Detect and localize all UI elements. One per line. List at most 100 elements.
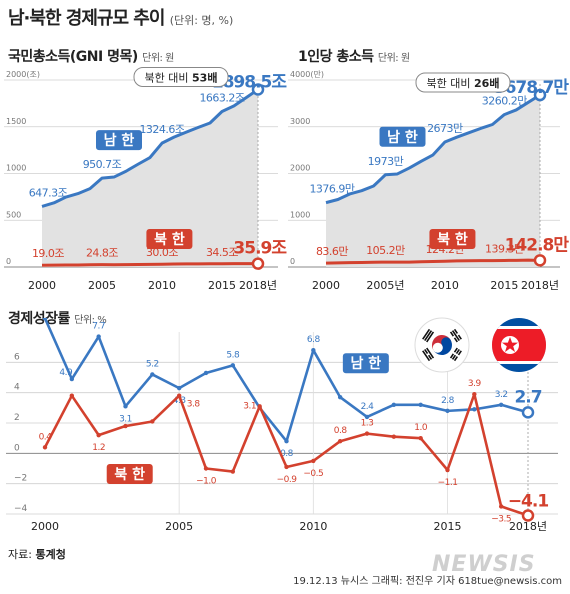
y-tick-label: 2000(조) (6, 70, 40, 79)
south-value-label: 2673만 (427, 122, 463, 135)
north-value-label: −4.1 (508, 492, 549, 512)
south-korea-legend-label-box (342, 353, 389, 374)
data-point (176, 393, 182, 398)
north-korea-legend-label-box (106, 463, 153, 484)
data-point (96, 334, 101, 339)
north-value-label: 1.2 (92, 443, 105, 453)
data-point (445, 467, 450, 473)
south-value-label: 3.2 (495, 390, 508, 400)
y-tick-label: 500 (6, 210, 21, 219)
callout-text: 북한 대비 26배 (427, 76, 500, 90)
south-value-label: 6.8 (307, 335, 321, 345)
end-point-marker (533, 254, 547, 267)
south-korea-line (325, 93, 541, 205)
callout-box (415, 72, 511, 93)
gni-unit: 단위: 원 (142, 53, 174, 64)
source-label: 자료: (8, 548, 32, 561)
north-value-label: 83.6만 (316, 245, 348, 258)
data-point (337, 439, 343, 444)
y-tick-label: 1500 (6, 117, 26, 126)
x-tick-label: 2005 (88, 279, 116, 292)
north-value-label: 30.0조 (146, 246, 178, 259)
north-value-label: −3.5 (491, 514, 511, 524)
x-tick-label: 2010 (299, 520, 327, 533)
data-point (203, 466, 209, 471)
data-point (230, 363, 236, 368)
data-point (203, 370, 209, 376)
south-value-label: 4.9 (59, 368, 73, 378)
growth-title-text: 경제성장률 (8, 311, 70, 327)
north-korea-legend-label-box (429, 229, 476, 249)
data-point (311, 348, 316, 353)
south-value-label: 5.8 (226, 350, 240, 360)
callout-box (133, 66, 229, 87)
area-fill (326, 95, 540, 267)
north-value-label: 3.8 (187, 400, 201, 410)
north-value-label: 24.8조 (86, 247, 118, 260)
area-fill (42, 89, 258, 267)
data-point (472, 391, 477, 397)
data-point (176, 385, 182, 391)
south-korea-legend-label: 남 한 (387, 129, 418, 146)
north-value-label: 139.3만 (485, 242, 524, 255)
south-korea-legend-label: 남 한 (104, 132, 135, 149)
y-tick-label: 2000 (290, 164, 310, 173)
watermark-logo: NEWSIS (432, 552, 536, 577)
south-korea-line (41, 88, 259, 208)
south-value-label: 3678.7만 (494, 78, 570, 98)
data-point (418, 402, 423, 407)
growth-chart: −4 −2 0 2 4 6 2000 2005 2010 2015 2018년 4.9 7.7 3.1 5.… (6, 318, 558, 533)
x-tick-label: 2005 (165, 520, 193, 533)
south-value-label: 2.4 (361, 402, 375, 412)
x-tick-label: 2010 (431, 279, 459, 292)
y-tick-label: 1000 (6, 164, 26, 173)
north-value-label: 142.8만 (505, 235, 570, 255)
x-tick-label: 2015 (208, 279, 236, 292)
x-tick-label: 2018년 (521, 279, 559, 292)
south-value-label: 7.7 (92, 322, 105, 332)
data-point (391, 402, 397, 407)
data-point (498, 504, 504, 509)
north-value-label: 0.8 (334, 426, 348, 436)
x-tick-label: 2010 (148, 279, 176, 292)
south-korea-legend-label-box (379, 126, 426, 147)
page-title-text: 남·북한 경제규모 추이 (8, 8, 165, 29)
source-name: 통계청 (35, 548, 66, 561)
south-value-label: 1898.5조 (212, 72, 288, 92)
data-point (123, 404, 128, 409)
y-tick-label: 2 (14, 413, 20, 423)
per-capita-title-text: 1인당 총소득 (298, 49, 374, 65)
x-tick-label: 2000 (31, 520, 59, 533)
north-value-label: −1.1 (438, 478, 458, 488)
north-value-label: −0.5 (303, 469, 323, 479)
x-tick-label: 2018년 (509, 520, 547, 533)
end-point-marker (533, 88, 547, 102)
x-tick-label: 2000 (28, 279, 56, 292)
x-tick-label: 2000 (312, 279, 340, 292)
flags (414, 317, 546, 373)
y-tick-label: 0 (6, 257, 11, 266)
north-korea-line (41, 262, 259, 267)
data-point (311, 458, 316, 464)
north-value-label: 3.1 (243, 401, 256, 411)
end-point-marker (251, 257, 265, 270)
south-value-label: 5.2 (146, 359, 159, 369)
per-capita-chart-title: 1인당 총소득 단위: 원 (298, 46, 410, 66)
data-point (472, 407, 477, 412)
data-point (69, 393, 75, 398)
south-value-label: 1663.2조 (199, 91, 244, 104)
y-tick-label: 4 (14, 383, 20, 393)
south-value-label: 2.8 (441, 396, 455, 406)
south-value-label: 1376.9만 (309, 183, 354, 196)
north-value-label: 34.5조 (206, 246, 238, 259)
south-value-label: 3.1 (119, 414, 132, 424)
north-value-label: 0.4 (39, 432, 53, 442)
data-point (42, 445, 48, 450)
callout-text: 북한 대비 53배 (145, 70, 218, 84)
south-value-label: 1973만 (368, 155, 404, 168)
x-tick-label: 2015 (434, 520, 462, 533)
south-value-label: 3260.2만 (482, 95, 527, 108)
x-tick-label: 2005년 (366, 279, 404, 292)
south-value-label: 0.8 (280, 449, 294, 459)
south-korea-flag-icon (414, 317, 470, 373)
